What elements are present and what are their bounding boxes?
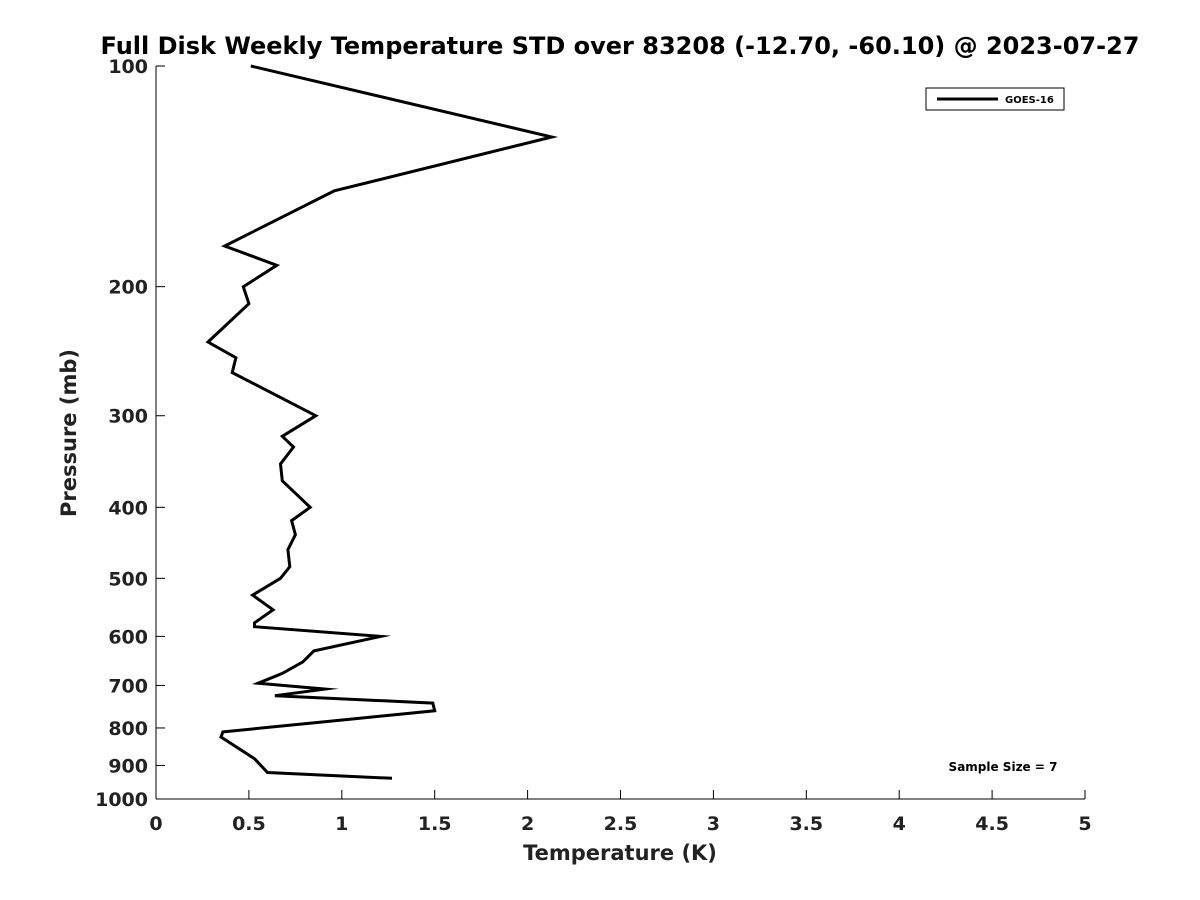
x-axis-label: Temperature (K) [523, 841, 717, 865]
y-tick-label: 1000 [95, 789, 148, 811]
x-tick-label: 0 [149, 813, 162, 835]
x-tick-label: 4.5 [975, 813, 1009, 835]
series-layer [205, 64, 559, 780]
y-tick-label: 200 [108, 277, 148, 299]
y-tick-label: 500 [108, 568, 148, 590]
x-tick-label: 0.5 [232, 813, 266, 835]
y-tick-label: 400 [108, 497, 148, 519]
y-tick-label: 100 [108, 56, 148, 78]
chart-title: Full Disk Weekly Temperature STD over 83… [101, 32, 1140, 60]
legend: GOES-16 [925, 87, 1065, 111]
y-tick-label: 900 [108, 755, 148, 777]
y-tick-label: 600 [108, 626, 148, 648]
y-axis-ticks: 100 200 300 400 500 600 700 800 900 1000 [95, 56, 165, 811]
x-tick-label: 1 [335, 813, 348, 835]
x-tick-label: 3.5 [789, 813, 823, 835]
x-tick-label: 4 [893, 813, 906, 835]
x-tick-label: 2 [521, 813, 534, 835]
legend-label-goes-16: GOES-16 [1005, 95, 1054, 106]
y-tick-label: 800 [108, 718, 148, 740]
x-tick-label: 1.5 [418, 813, 452, 835]
y-axis-label: Pressure (mb) [57, 349, 81, 517]
x-axis-ticks: 0 0.5 1 1.5 2 2.5 3 3.5 4 4.5 5 [149, 790, 1092, 835]
sample-size-annotation: Sample Size = 7 [949, 760, 1058, 774]
series-line-goes-16 [205, 64, 559, 780]
axes [155, 66, 1085, 800]
y-tick-label: 700 [108, 675, 148, 697]
x-tick-label: 2.5 [604, 813, 638, 835]
x-tick-label: 3 [707, 813, 720, 835]
y-tick-label: 300 [108, 406, 148, 428]
x-tick-label: 5 [1078, 813, 1091, 835]
